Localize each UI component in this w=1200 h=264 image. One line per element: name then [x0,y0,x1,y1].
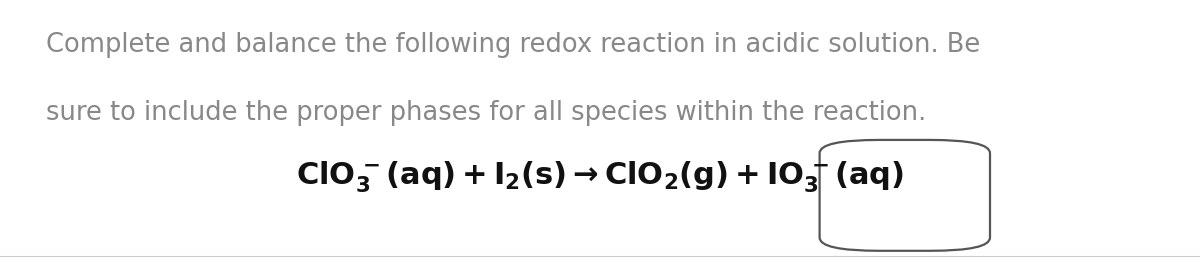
Text: $\mathbf{ClO_3^{\,-}(aq) + I_2(s) \rightarrow ClO_2(g) + IO_3^{\,-}(aq)}$: $\mathbf{ClO_3^{\,-}(aq) + I_2(s) \right… [296,160,904,195]
Text: Complete and balance the following redox reaction in acidic solution. Be: Complete and balance the following redox… [46,32,980,58]
Text: sure to include the proper phases for all species within the reaction.: sure to include the proper phases for al… [46,100,926,126]
